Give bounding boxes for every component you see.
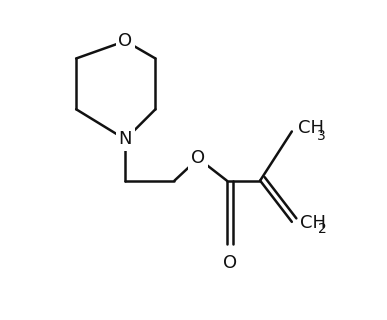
Text: N: N: [118, 130, 132, 148]
Text: 2: 2: [318, 222, 327, 236]
Text: CH: CH: [298, 119, 324, 137]
Text: O: O: [223, 253, 237, 272]
Text: CH: CH: [300, 214, 326, 232]
Text: O: O: [191, 149, 205, 167]
Text: 3: 3: [317, 129, 326, 143]
Text: O: O: [118, 32, 132, 50]
